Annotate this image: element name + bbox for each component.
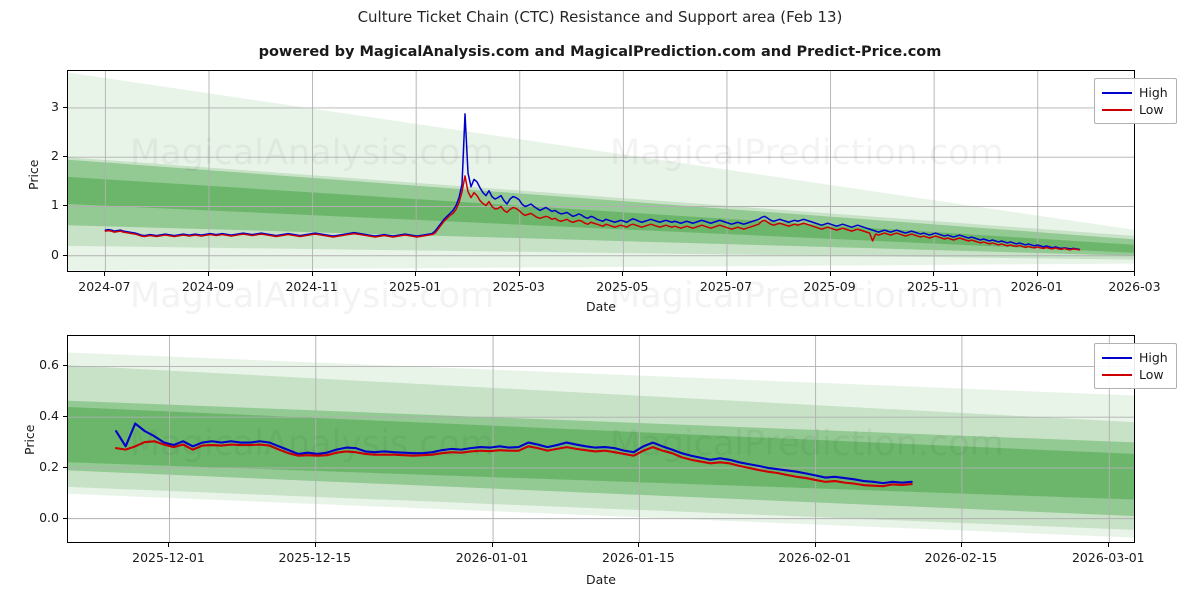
- x-tick-label: 2026-01: [1010, 279, 1063, 294]
- bottom-chart-svg: [68, 336, 1134, 542]
- bottom-chart-legend: High Low: [1094, 343, 1177, 389]
- x-tick-label: 2024-07: [78, 279, 131, 294]
- page-subtitle: powered by MagicalAnalysis.com and Magic…: [258, 44, 942, 60]
- x-tick-mark: [1108, 543, 1110, 547]
- legend-line-high: [1102, 356, 1132, 359]
- bottom-chart-xlabel: Date: [586, 572, 616, 587]
- x-tick-label: 2026-03: [1108, 279, 1161, 294]
- x-tick-mark: [168, 543, 170, 547]
- legend-row-low: Low: [1102, 101, 1168, 118]
- legend-label-low: Low: [1139, 367, 1164, 382]
- y-tick-mark: [63, 416, 67, 418]
- top-chart-legend: High Low: [1094, 78, 1177, 124]
- legend-line-high: [1102, 91, 1132, 94]
- y-tick-label: 3: [51, 98, 59, 114]
- legend-label-high: High: [1139, 85, 1168, 100]
- x-tick-mark: [311, 272, 313, 276]
- x-tick-label: 2026-03-01: [1071, 550, 1145, 565]
- legend-label-high: High: [1139, 350, 1168, 365]
- x-tick-label: 2025-07: [699, 279, 753, 294]
- x-tick-label: 2025-12-01: [132, 550, 205, 565]
- top-chart-plot-area: [67, 70, 1135, 272]
- y-tick-mark: [63, 466, 67, 468]
- y-tick-label: 1: [51, 197, 59, 213]
- x-tick-mark: [933, 272, 935, 276]
- x-tick-mark: [492, 543, 494, 547]
- x-tick-mark: [622, 272, 624, 276]
- x-tick-label: 2024-09: [181, 279, 235, 294]
- top-chart-svg: [68, 71, 1134, 271]
- y-tick-label: 0.6: [39, 357, 59, 373]
- x-tick-mark: [725, 272, 727, 276]
- y-tick-mark: [63, 205, 67, 207]
- y-tick-mark: [63, 365, 67, 367]
- top-chart-ylabel: Price: [26, 159, 41, 191]
- x-tick-mark: [518, 272, 520, 276]
- bottom-chart-plot-area: [67, 335, 1135, 543]
- top-chart-xlabel: Date: [586, 299, 616, 314]
- y-tick-mark: [63, 254, 67, 256]
- y-tick-label: 0.4: [39, 408, 59, 424]
- x-tick-mark: [638, 543, 640, 547]
- y-tick-label: 0.0: [39, 509, 59, 525]
- legend-line-low: [1102, 108, 1132, 111]
- y-tick-label: 2: [51, 148, 59, 164]
- x-tick-label: 2025-11: [907, 279, 960, 294]
- x-tick-label: 2025-03: [492, 279, 545, 294]
- x-tick-mark: [207, 272, 209, 276]
- x-tick-label: 2026-02-01: [778, 550, 851, 565]
- legend-row-low: Low: [1102, 366, 1168, 383]
- legend-line-low: [1102, 373, 1132, 376]
- x-tick-label: 2026-01-01: [455, 550, 529, 565]
- page-title: Culture Ticket Chain (CTC) Resistance an…: [357, 8, 843, 26]
- x-tick-label: 2026-01-15: [602, 550, 675, 565]
- bottom-chart-panel: Price 0.0 0.2 0.4 0.6 2025-12-01 2025-12-15 20…: [0, 320, 1200, 600]
- x-tick-mark: [814, 543, 816, 547]
- top-chart-panel: Price 0 1 2 3 2024-07 2024-09 2024-11 2025-01 20…: [26, 70, 1177, 314]
- x-tick-mark: [1134, 272, 1136, 276]
- y-tick-mark: [63, 517, 67, 519]
- x-tick-label: 2025-01: [389, 279, 442, 294]
- y-tick-label: 0: [51, 246, 59, 262]
- x-tick-mark: [960, 543, 962, 547]
- x-tick-label: 2025-09: [803, 279, 856, 294]
- x-tick-mark: [829, 272, 831, 276]
- x-tick-label: 2024-11: [285, 279, 338, 294]
- x-tick-label: 2025-12-15: [278, 550, 352, 565]
- legend-row-high: High: [1102, 84, 1168, 101]
- x-tick-label: 2025-05: [596, 279, 649, 294]
- x-tick-mark: [1036, 272, 1038, 276]
- x-tick-mark: [314, 543, 316, 547]
- y-tick-mark: [63, 106, 67, 108]
- y-tick-mark: [63, 156, 67, 158]
- bottom-chart-ylabel: Price: [22, 424, 37, 456]
- legend-row-high: High: [1102, 349, 1168, 366]
- legend-label-low: Low: [1139, 102, 1164, 117]
- y-tick-label: 0.2: [39, 458, 59, 474]
- x-tick-label: 2026-02-15: [924, 550, 998, 565]
- x-tick-mark: [415, 272, 417, 276]
- x-tick-mark: [104, 272, 106, 276]
